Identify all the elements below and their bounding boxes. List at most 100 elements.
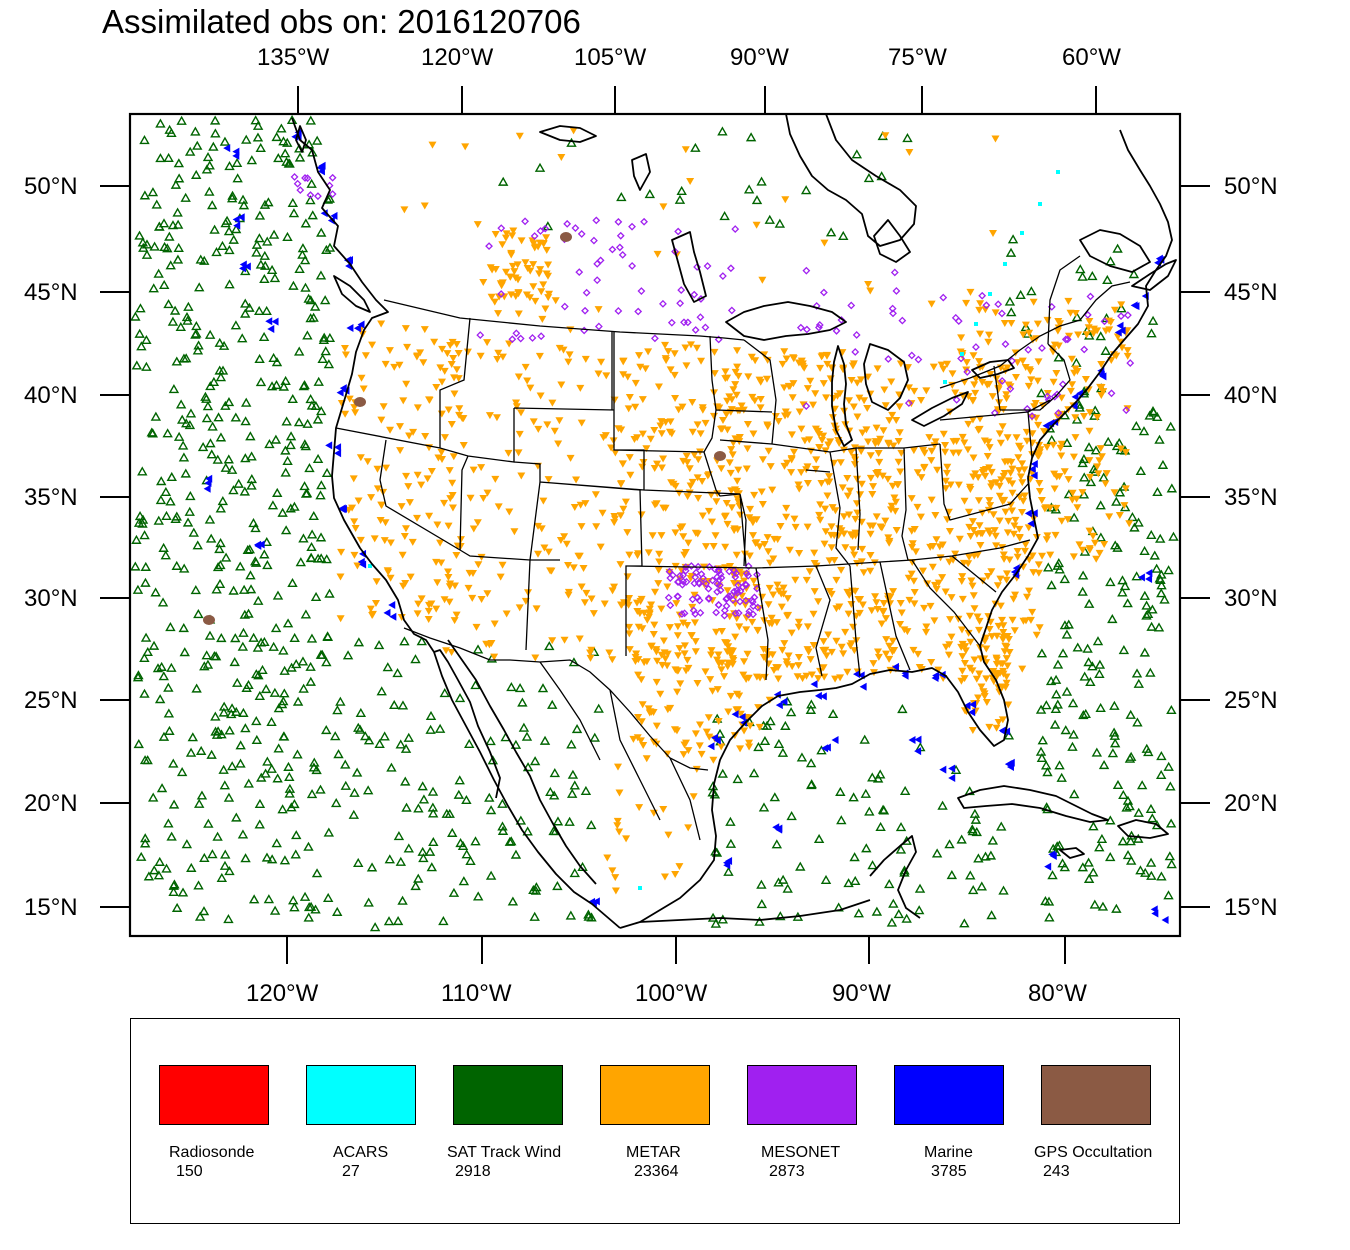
marine-marker bbox=[968, 708, 976, 717]
metar-marker bbox=[382, 464, 391, 472]
metar-marker bbox=[964, 560, 973, 568]
mesonet-marker bbox=[837, 316, 846, 324]
sat-track-wind-marker bbox=[149, 865, 160, 875]
sat-track-wind-marker bbox=[1118, 789, 1129, 799]
metar-marker bbox=[617, 480, 626, 488]
sat-track-wind-marker bbox=[1119, 581, 1131, 591]
metar-marker bbox=[728, 451, 737, 459]
metar-marker bbox=[401, 525, 410, 533]
metar-marker bbox=[974, 426, 983, 434]
sat-track-wind-marker bbox=[306, 789, 318, 799]
sat-track-wind-marker bbox=[1165, 421, 1176, 431]
sat-track-wind-marker bbox=[853, 908, 865, 918]
metar-marker bbox=[444, 574, 453, 582]
top-axis-label: 105°W bbox=[574, 44, 647, 71]
metar-marker bbox=[723, 397, 732, 405]
metar-marker bbox=[927, 457, 936, 465]
metar-marker bbox=[851, 515, 860, 523]
mesonet-marker bbox=[694, 578, 703, 587]
left-axis-label: 30°N bbox=[24, 585, 78, 612]
metar-marker bbox=[749, 577, 758, 585]
sat-track-wind-marker bbox=[545, 786, 556, 797]
sat-track-wind-marker bbox=[303, 912, 314, 922]
state-borders bbox=[335, 255, 1081, 681]
sat-track-wind-marker bbox=[317, 649, 328, 659]
metar-marker bbox=[703, 472, 712, 480]
sat-track-wind-marker bbox=[158, 671, 169, 681]
metar-marker bbox=[717, 666, 726, 674]
metar-marker bbox=[432, 605, 441, 613]
mesonet-marker bbox=[667, 318, 676, 327]
metar-marker bbox=[942, 469, 951, 477]
top-axis-ticks bbox=[297, 86, 1097, 114]
metar-marker bbox=[930, 617, 939, 625]
sat-track-wind-marker bbox=[238, 584, 250, 594]
sat-track-wind-marker bbox=[1142, 608, 1154, 619]
sat-track-wind-marker bbox=[253, 305, 265, 316]
metar-marker bbox=[385, 347, 394, 355]
metar-marker bbox=[1029, 298, 1038, 306]
metar-marker bbox=[1095, 549, 1104, 557]
metar-marker bbox=[795, 549, 804, 557]
sat-track-wind-marker bbox=[1111, 903, 1122, 913]
sat-track-wind-marker bbox=[1122, 795, 1134, 805]
observation-markers bbox=[130, 114, 1179, 932]
sat-track-wind-marker bbox=[1075, 264, 1086, 274]
sat-track-wind-marker bbox=[238, 707, 249, 717]
metar-marker bbox=[883, 475, 892, 483]
sat-track-wind-marker bbox=[306, 178, 317, 188]
metar-marker bbox=[794, 618, 803, 626]
mesonet-marker bbox=[680, 318, 688, 327]
metar-marker bbox=[485, 412, 494, 420]
hudson-bay bbox=[785, 114, 917, 247]
mesonet-marker bbox=[957, 354, 965, 363]
sat-track-wind-marker bbox=[805, 758, 817, 768]
metar-marker bbox=[920, 604, 929, 612]
mesonet-marker bbox=[1024, 345, 1033, 354]
metar-marker bbox=[652, 722, 661, 730]
metar-marker bbox=[816, 364, 825, 372]
sat-track-wind-marker bbox=[224, 161, 235, 171]
marine-marker bbox=[267, 325, 275, 334]
metar-marker bbox=[764, 447, 773, 455]
sat-track-wind-marker bbox=[1063, 619, 1074, 629]
mesonet-marker bbox=[665, 567, 674, 576]
marine-marker bbox=[859, 682, 867, 691]
sat-track-wind-marker bbox=[322, 892, 334, 903]
metar-marker bbox=[336, 615, 345, 623]
metar-marker bbox=[711, 532, 720, 540]
sat-track-wind-marker bbox=[1061, 686, 1073, 696]
mesonet-marker bbox=[1107, 389, 1116, 398]
sat-track-wind-marker bbox=[1041, 700, 1052, 710]
metar-marker bbox=[437, 448, 446, 456]
metar-marker bbox=[539, 240, 548, 248]
mesonet-marker bbox=[998, 309, 1006, 318]
sat-track-wind-marker bbox=[549, 768, 561, 778]
metar-marker bbox=[701, 668, 710, 676]
sat-track-wind-marker bbox=[139, 530, 150, 540]
sat-track-wind-marker bbox=[1015, 289, 1026, 299]
metar-marker bbox=[809, 610, 818, 618]
sat-track-wind-marker bbox=[298, 533, 309, 543]
sat-track-wind-marker bbox=[310, 904, 321, 914]
mesonet-marker bbox=[688, 595, 697, 604]
metar-marker bbox=[349, 475, 358, 483]
sat-track-wind-marker bbox=[263, 197, 274, 207]
sat-track-wind-marker bbox=[401, 802, 412, 812]
acars-marker bbox=[943, 380, 947, 384]
metar-marker bbox=[1065, 332, 1074, 340]
sat-track-wind-marker bbox=[893, 908, 904, 919]
metar-marker bbox=[996, 602, 1005, 610]
mesonet-marker bbox=[1100, 317, 1109, 326]
sat-track-wind-marker bbox=[254, 210, 266, 220]
sat-track-wind-marker bbox=[1080, 708, 1091, 719]
metar-marker bbox=[962, 359, 971, 367]
metar-marker bbox=[405, 432, 414, 440]
metar-marker bbox=[1101, 480, 1110, 488]
sat-track-wind-marker bbox=[150, 587, 161, 597]
metar-marker bbox=[1057, 440, 1066, 448]
metar-marker bbox=[619, 371, 628, 379]
metar-marker bbox=[1063, 516, 1072, 524]
metar-marker bbox=[965, 553, 974, 561]
sat-track-wind-marker bbox=[146, 427, 157, 437]
